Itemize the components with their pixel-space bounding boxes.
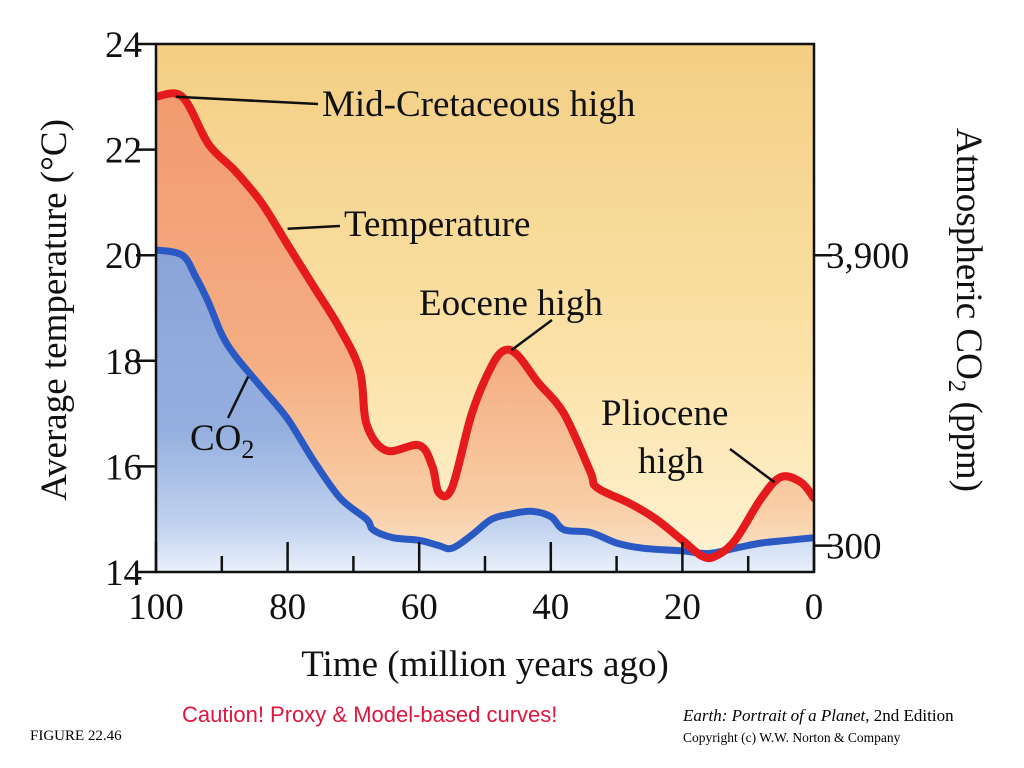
pliocene-leader-line [729, 447, 776, 484]
y-tick-label: 18 [105, 342, 142, 383]
y-tick-label: 14 [105, 553, 142, 594]
mid-cretaceous-annotation: Mid-Cretaceous high [322, 84, 636, 125]
pliocene-annotation-line1: Pliocene [601, 393, 728, 434]
figure-number: FIGURE 22.46 [30, 728, 122, 744]
right-axis-tick-label: 3,900 [826, 236, 909, 277]
credit-book-title: Earth: Portrait of a Planet [683, 706, 866, 725]
co2-leader-line [226, 376, 250, 419]
temperature-area-fill [156, 93, 814, 572]
temperature-series-line [156, 89, 814, 563]
credit-title: Earth: Portrait of a Planet, 2nd Edition [683, 706, 954, 726]
temperature-annotation: Temperature [344, 204, 530, 245]
x-axis-label: Time (million years ago) [301, 644, 669, 685]
mid-cretaceous-leader-line [175, 95, 319, 106]
x-tick-label: 20 [664, 587, 701, 628]
y-tick-label: 20 [105, 236, 142, 277]
eocene-annotation: Eocene high [419, 283, 603, 324]
y-tick-label: 16 [105, 447, 142, 488]
y-axis-right-label-tail: (ppm) [948, 392, 989, 492]
co2-annotation: CO2 [190, 418, 254, 464]
x-tick-label: 0 [805, 587, 824, 628]
caution-note: Caution! Proxy & Model-based curves! [182, 702, 558, 727]
y-axis-right-label: Atmospheric CO2 (ppm) [943, 128, 989, 492]
temperature-leader-line [287, 224, 341, 231]
y-tick-label: 22 [105, 131, 142, 172]
x-tick-label: 40 [532, 587, 569, 628]
y-axis-right-label-subscript: 2 [943, 380, 970, 393]
x-tick-label: 80 [269, 587, 306, 628]
co2-annotation-subscript: 2 [241, 435, 254, 464]
eocene-leader-line [510, 318, 553, 352]
credit-copyright: Copyright (c) W.W. Norton & Company [683, 730, 901, 745]
y-tick-label: 24 [105, 25, 142, 66]
co2-area-fill [156, 249, 814, 572]
y-axis-right-label-main: Atmospheric CO [948, 128, 989, 380]
pliocene-annotation-line2: high [638, 441, 704, 482]
x-tick-label: 60 [401, 587, 438, 628]
y-axis-left-label: Average temperature (°C) [34, 119, 75, 501]
co2-annotation-main: CO [190, 418, 241, 459]
x-tick-label: 100 [128, 587, 184, 628]
credit-edition: , 2nd Edition [865, 706, 954, 725]
right-axis-tick-label: 300 [826, 527, 882, 568]
